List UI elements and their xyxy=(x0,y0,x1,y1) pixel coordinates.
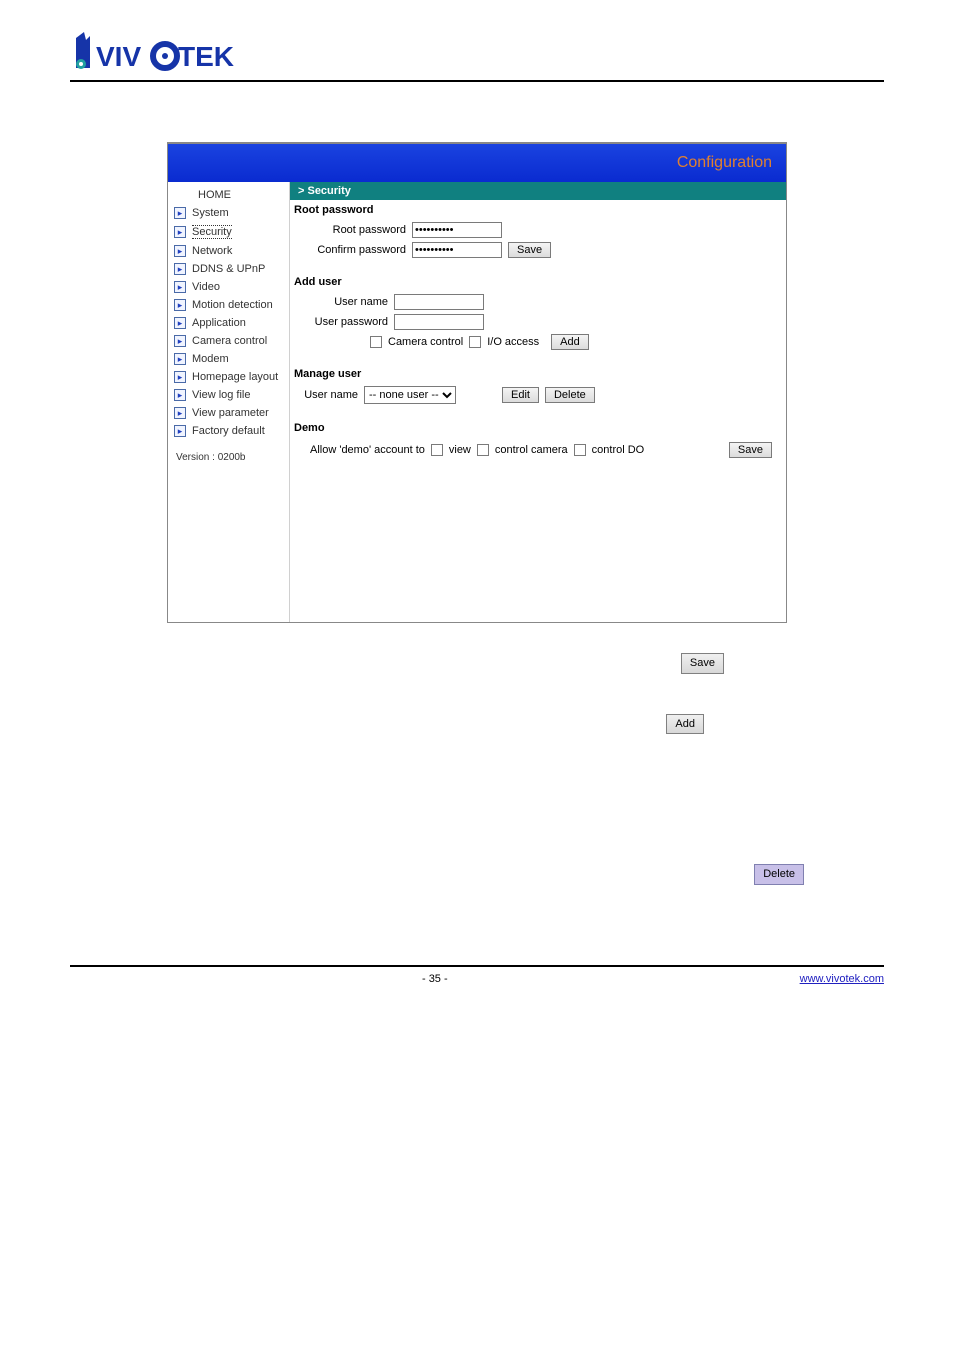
sidebar: HOME ▸ System ▸ Security ▸ Network ▸ DDN… xyxy=(168,182,290,622)
edit-user-button[interactable]: Edit xyxy=(502,387,539,403)
inline-delete-button: Delete xyxy=(754,864,804,885)
svg-text:TEK: TEK xyxy=(178,41,234,72)
footer-link: www.vivotek.com xyxy=(800,973,884,985)
sidebar-item-security[interactable]: ▸ Security xyxy=(168,222,289,242)
sidebar-item-ddns[interactable]: ▸ DDNS & UPnP xyxy=(168,260,289,278)
sidebar-version: Version : 0200b xyxy=(168,440,289,469)
config-window: Configuration HOME ▸ System ▸ Security ▸… xyxy=(167,142,787,623)
section-add-user: Add user xyxy=(290,272,786,292)
sidebar-item-label: Camera control xyxy=(192,335,267,347)
sidebar-item-label: Motion detection xyxy=(192,299,273,311)
arrow-icon: ▸ xyxy=(174,281,186,293)
label-demo-control-do: control DO xyxy=(592,444,645,456)
arrow-icon: ▸ xyxy=(174,245,186,257)
page-footer: - 35 - www.vivotek.com xyxy=(70,965,884,985)
label-demo-lead: Allow 'demo' account to xyxy=(310,444,425,456)
label-root-password: Root password xyxy=(294,224,412,236)
label-cb-camera-control: Camera control xyxy=(388,336,463,348)
row-add-username: User name xyxy=(290,292,786,312)
sidebar-item-label: Homepage layout xyxy=(192,371,278,383)
label-add-username: User name xyxy=(294,296,394,308)
delete-user-button[interactable]: Delete xyxy=(545,387,595,403)
input-add-password[interactable] xyxy=(394,314,484,330)
row-manage-user: User name -- none user -- Edit Delete xyxy=(290,384,786,406)
checkbox-io-access[interactable] xyxy=(469,336,481,348)
input-add-username[interactable] xyxy=(394,294,484,310)
sidebar-item-label: Network xyxy=(192,245,232,257)
checkbox-camera-control[interactable] xyxy=(370,336,382,348)
content-pane: > Security Root password Root password C… xyxy=(290,182,786,622)
arrow-icon: ▸ xyxy=(174,317,186,329)
row-add-password: User password xyxy=(290,312,786,332)
row-root-password: Root password xyxy=(290,220,786,240)
arrow-icon: ▸ xyxy=(174,407,186,419)
page-number: - 35 - xyxy=(405,973,465,985)
section-manage-user: Manage user xyxy=(290,364,786,384)
checkbox-demo-control-camera[interactable] xyxy=(477,444,489,456)
select-manage-user[interactable]: -- none user -- xyxy=(364,386,456,404)
save-root-button[interactable]: Save xyxy=(508,242,551,258)
section-demo: Demo xyxy=(290,418,786,438)
label-demo-control-camera: control camera xyxy=(495,444,568,456)
sidebar-home[interactable]: HOME xyxy=(168,186,289,204)
arrow-icon: ▸ xyxy=(174,425,186,437)
sidebar-item-label: View parameter xyxy=(192,407,269,419)
sidebar-home-label: HOME xyxy=(198,189,231,201)
page-header: VIV TEK xyxy=(70,30,884,82)
arrow-icon: ▸ xyxy=(174,226,186,238)
add-user-button[interactable]: Add xyxy=(551,334,589,350)
row-demo: Allow 'demo' account to view control cam… xyxy=(290,438,786,462)
brand-logo: VIV TEK xyxy=(70,30,270,76)
row-confirm-password: Confirm password Save xyxy=(290,240,786,260)
sidebar-item-label: Factory default xyxy=(192,425,265,437)
sidebar-item-label: System xyxy=(192,207,229,219)
inline-save-button: Save xyxy=(681,653,724,674)
svg-text:VIV: VIV xyxy=(96,41,141,72)
sidebar-item-label: Modem xyxy=(192,353,229,365)
sidebar-item-view-log[interactable]: ▸ View log file xyxy=(168,386,289,404)
sidebar-item-label: DDNS & UPnP xyxy=(192,263,265,275)
sidebar-item-label: Video xyxy=(192,281,220,293)
input-root-password[interactable] xyxy=(412,222,502,238)
sidebar-item-application[interactable]: ▸ Application xyxy=(168,314,289,332)
sidebar-item-modem[interactable]: ▸ Modem xyxy=(168,350,289,368)
input-confirm-password[interactable] xyxy=(412,242,502,258)
sidebar-item-label: View log file xyxy=(192,389,251,401)
save-demo-button[interactable]: Save xyxy=(729,442,772,458)
breadcrumb: > Security xyxy=(290,182,786,200)
label-demo-view: view xyxy=(449,444,471,456)
sidebar-item-camera-control[interactable]: ▸ Camera control xyxy=(168,332,289,350)
sidebar-item-homepage-layout[interactable]: ▸ Homepage layout xyxy=(168,368,289,386)
sidebar-item-label: Application xyxy=(192,317,246,329)
sidebar-item-system[interactable]: ▸ System xyxy=(168,204,289,222)
sidebar-item-view-parameter[interactable]: ▸ View parameter xyxy=(168,404,289,422)
checkbox-demo-view[interactable] xyxy=(431,444,443,456)
arrow-icon: ▸ xyxy=(174,335,186,347)
section-root-password: Root password xyxy=(290,200,786,220)
arrow-icon: ▸ xyxy=(174,299,186,311)
checkbox-demo-control-do[interactable] xyxy=(574,444,586,456)
sidebar-item-factory-default[interactable]: ▸ Factory default xyxy=(168,422,289,440)
label-cb-io-access: I/O access xyxy=(487,336,539,348)
sidebar-item-video[interactable]: ▸ Video xyxy=(168,278,289,296)
sidebar-item-motion[interactable]: ▸ Motion detection xyxy=(168,296,289,314)
body-text: Save Add Delete xyxy=(70,653,884,885)
window-titlebar: Configuration xyxy=(168,144,786,182)
arrow-icon: ▸ xyxy=(174,353,186,365)
titlebar-label: Configuration xyxy=(677,154,772,171)
label-confirm-password: Confirm password xyxy=(294,244,412,256)
label-add-password: User password xyxy=(294,316,394,328)
arrow-icon: ▸ xyxy=(174,389,186,401)
sidebar-item-label: Security xyxy=(192,225,232,239)
inline-add-button: Add xyxy=(666,714,704,735)
label-manage-username: User name xyxy=(294,389,364,401)
arrow-icon: ▸ xyxy=(174,263,186,275)
arrow-icon: ▸ xyxy=(174,371,186,383)
row-add-options: Camera control I/O access Add xyxy=(290,332,786,352)
arrow-icon: ▸ xyxy=(174,207,186,219)
sidebar-item-network[interactable]: ▸ Network xyxy=(168,242,289,260)
